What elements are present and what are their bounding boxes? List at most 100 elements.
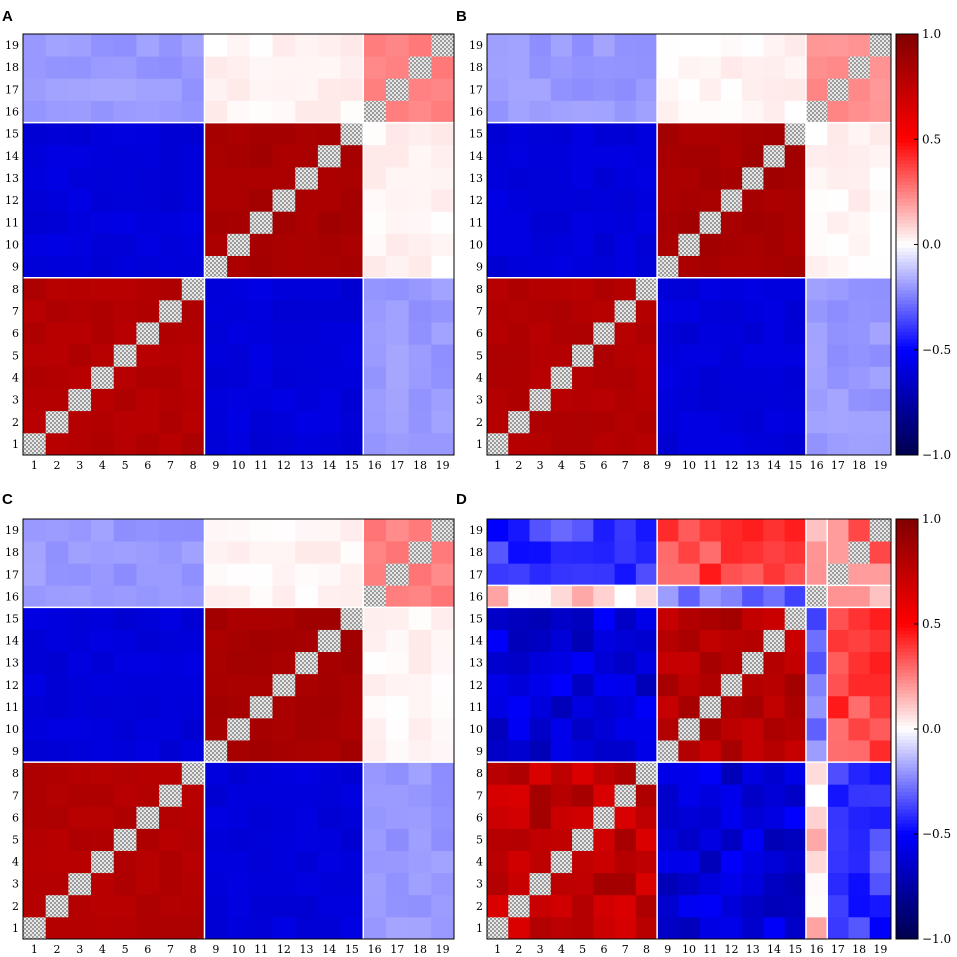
x-tick-label: 12 <box>725 459 739 472</box>
heatmap-cell <box>385 541 410 564</box>
heatmap-cell <box>593 519 615 542</box>
colorbar-gradient-segment <box>896 48 918 52</box>
heatmap-cell <box>550 322 573 345</box>
y-tick-label: 12 <box>469 679 483 692</box>
heatmap-cell <box>848 78 871 101</box>
heatmap-cell <box>614 78 637 101</box>
heatmap-cell <box>91 629 115 653</box>
heatmap-cell <box>869 166 892 190</box>
heatmap-cell <box>529 740 552 763</box>
heatmap-cell <box>529 144 552 168</box>
x-tick-label: 2 <box>54 943 61 956</box>
heatmap-cell <box>91 828 115 851</box>
x-tick-label: 3 <box>537 459 544 472</box>
heatmap-cell <box>805 695 828 719</box>
colorbar-gradient-segment <box>896 107 918 112</box>
heatmap-cell <box>720 255 743 279</box>
heatmap-cell <box>763 585 786 608</box>
heatmap-cell <box>657 607 679 630</box>
heatmap-cell <box>827 519 849 542</box>
heatmap-cell <box>848 850 871 874</box>
heatmap-cell <box>614 894 637 918</box>
heatmap-cell <box>181 916 205 940</box>
heatmap-cell <box>113 211 137 234</box>
heatmap-cell <box>508 211 530 234</box>
x-tick-label: 6 <box>600 459 607 472</box>
masked-diagonal-cell <box>529 388 552 412</box>
heatmap-cell <box>340 299 364 323</box>
x-tick-label: 6 <box>144 459 151 472</box>
heatmap-cell <box>23 34 47 57</box>
x-tick-label: 8 <box>643 943 650 956</box>
heatmap-cell <box>317 717 341 741</box>
heatmap-cell <box>699 519 722 542</box>
heatmap-cell <box>699 850 722 874</box>
heatmap-cell <box>657 166 679 190</box>
heatmap-cell <box>699 541 722 564</box>
heatmap-cell <box>159 519 183 542</box>
heatmap-cell <box>550 233 573 256</box>
heatmap-cell <box>848 806 871 829</box>
heatmap-cell <box>487 519 509 542</box>
heatmap-cell <box>784 541 807 564</box>
heatmap-cell <box>317 299 341 323</box>
masked-diagonal-cell <box>720 189 743 212</box>
masked-diagonal-cell <box>317 629 341 653</box>
heatmap-cell <box>68 607 92 630</box>
heatmap-cell <box>699 100 722 124</box>
y-tick-label: 8 <box>476 283 483 296</box>
heatmap-cell <box>784 784 807 807</box>
heatmap-cell <box>408 388 432 412</box>
heatmap-cell <box>317 410 341 434</box>
heatmap-cell <box>742 410 764 434</box>
colorbar-gradient-segment <box>896 834 918 838</box>
heatmap-cell <box>678 651 701 675</box>
heatmap-cell <box>572 541 594 564</box>
heatmap-cell <box>869 850 892 874</box>
colorbar-gradient-segment <box>896 652 918 656</box>
y-tick-label: 9 <box>476 745 483 758</box>
heatmap-cell <box>136 916 160 940</box>
heatmap-cell <box>295 607 319 630</box>
heatmap-cell <box>657 828 679 851</box>
heatmap-cell <box>68 828 92 851</box>
colorbar-gradient-segment <box>896 841 918 845</box>
heatmap-cell <box>249 410 273 434</box>
heatmap-cell <box>763 78 786 101</box>
colorbar-gradient-segment <box>896 398 918 403</box>
x-tick-label: 14 <box>767 459 781 472</box>
heatmap-cell <box>23 872 47 896</box>
heatmap-cell <box>635 828 658 851</box>
heatmap-cell <box>614 100 637 124</box>
heatmap-cell <box>869 277 892 301</box>
heatmap-cell <box>869 144 892 168</box>
heatmap-cell <box>784 410 807 434</box>
heatmap-cell <box>45 762 69 785</box>
heatmap-cell <box>23 56 47 79</box>
heatmap-cell <box>699 144 722 168</box>
heatmap-cell <box>23 629 47 653</box>
heatmap-cell <box>204 366 228 389</box>
heatmap-cell <box>136 740 160 763</box>
heatmap-cell <box>720 607 743 630</box>
colorbar-gradient-segment <box>896 430 918 435</box>
x-tick-label: 11 <box>703 943 717 956</box>
heatmap-cell <box>181 122 205 146</box>
heatmap-cell <box>45 651 69 675</box>
heatmap-cell <box>827 166 849 190</box>
heatmap-cell <box>317 189 341 212</box>
heatmap-cell <box>678 894 701 918</box>
heatmap-cell <box>91 806 115 829</box>
heatmap-cell <box>678 563 701 586</box>
heatmap-cell <box>181 872 205 896</box>
heatmap-cell <box>340 322 364 345</box>
colorbar-gradient-segment <box>896 886 918 891</box>
heatmap-cell <box>720 34 743 57</box>
colorbar-gradient-segment <box>896 830 918 835</box>
heatmap-cell <box>805 189 828 212</box>
colorbar-gradient-segment <box>896 855 918 859</box>
heatmap-cell <box>572 872 594 896</box>
heatmap-cell <box>249 34 273 57</box>
y-tick-label: 8 <box>12 283 19 296</box>
x-tick-label: 14 <box>767 943 781 956</box>
